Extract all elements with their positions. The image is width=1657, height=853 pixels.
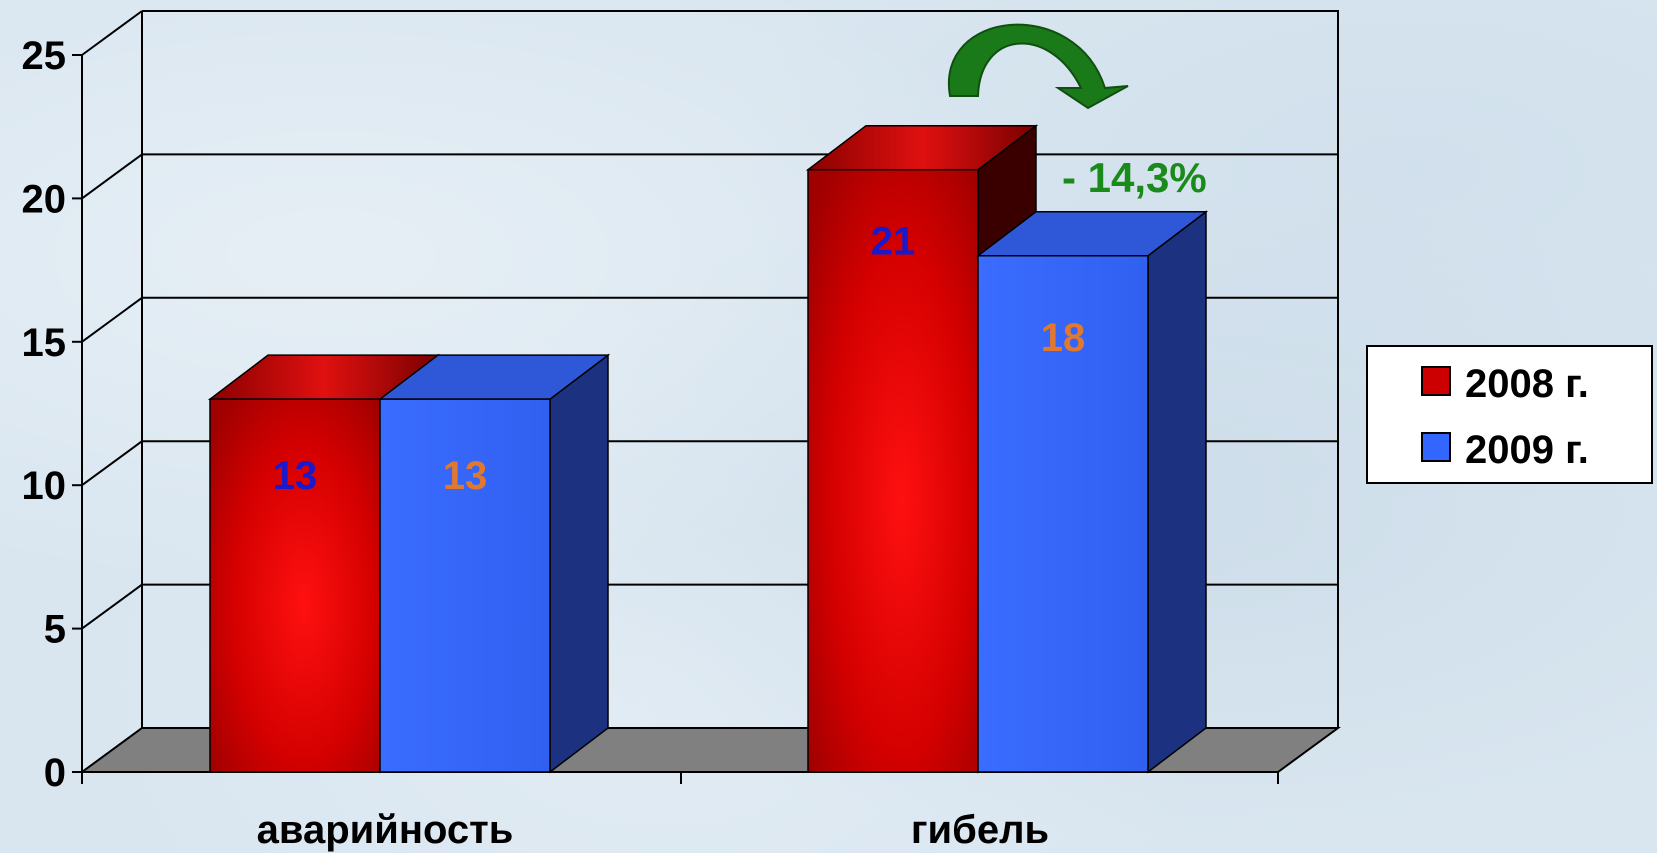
legend-swatch-2009 (1421, 432, 1451, 462)
data-label-accidents-2008: 13 (273, 454, 318, 498)
data-label-deaths-2008: 21 (871, 220, 916, 264)
gridline-side (81, 440, 143, 487)
y-tick-label: 0 (44, 751, 66, 795)
category-label-accidents: аварийность (257, 808, 514, 852)
bar-deaths-2009 (977, 255, 1149, 773)
bar-deaths-2008 (807, 168, 979, 773)
bar-accidents-2008 (209, 398, 381, 773)
gridline-side (81, 153, 143, 200)
legend-swatch-2008 (1421, 366, 1451, 396)
legend: 2008 г. 2009 г. (1366, 345, 1653, 484)
bar-accidents-2009 (379, 398, 551, 773)
y-tick-label: 5 (44, 608, 66, 652)
change-annotation: - 14,3% (947, 23, 1207, 201)
gridline-side (81, 583, 143, 630)
gridline-side (81, 296, 143, 343)
legend-label-2008: 2008 г. (1465, 362, 1589, 406)
percent-change-label: - 14,3% (1062, 154, 1207, 201)
legend-label-2009: 2009 г. (1465, 428, 1589, 472)
y-tick-label: 20 (22, 177, 67, 221)
y-tick-label: 10 (22, 464, 67, 508)
bar-side-accidents-2009 (549, 353, 609, 774)
category-label-deaths: гибель (911, 808, 1049, 852)
curved-arrow-icon (947, 23, 1129, 110)
data-label-accidents-2009: 13 (443, 454, 488, 498)
y-tick-label: 15 (22, 321, 67, 365)
bar-side-deaths-2009 (1147, 210, 1207, 774)
legend-box (1366, 345, 1653, 484)
gridline-side (81, 10, 143, 56)
data-labels: 13 13 21 18 (273, 220, 1086, 498)
y-tick-label: 25 (22, 34, 67, 78)
data-label-deaths-2009: 18 (1041, 316, 1086, 360)
bars (207, 124, 1209, 774)
